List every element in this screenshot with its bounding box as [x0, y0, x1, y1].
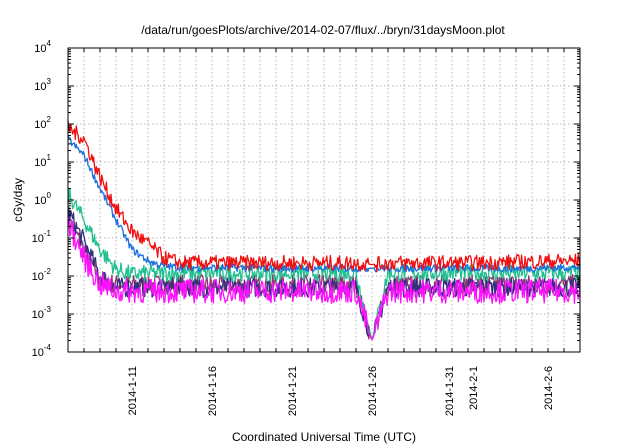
series-line: [67, 217, 581, 340]
y-tick-label: 10-3: [32, 305, 52, 321]
x-tick-label: 2014-1-11: [127, 366, 139, 415]
series-line: [67, 187, 581, 340]
x-tick-label: 2014-1-16: [207, 366, 219, 416]
series-layer: [67, 120, 581, 340]
grid-lines: [68, 48, 580, 352]
x-tick-label: 2014-1-26: [367, 366, 379, 416]
series-line: [67, 135, 581, 273]
y-axis-label: cGy/day: [11, 178, 25, 222]
x-tick-label: 2014-1-21: [287, 366, 299, 416]
x-tick-label: 2014-2-6: [543, 366, 555, 410]
axis-ticks: 10-4 10-3 10-2 10-1 100 101 102 103 104 2014-1-11…: [32, 39, 580, 416]
y-tick-label: 102: [34, 115, 51, 131]
y-tick-label: 10-2: [32, 267, 52, 283]
chart-title: /data/run/goesPlots/archive/2014-02-07/f…: [141, 23, 505, 37]
x-tick-label: 2014-2-1: [468, 366, 480, 410]
y-tick-label: 10-4: [32, 343, 52, 359]
y-tick-label: 104: [34, 39, 51, 55]
series-line: [67, 120, 581, 273]
y-tick-label: 10-1: [32, 229, 52, 245]
x-tick-label: 2014-1-31: [444, 366, 456, 416]
x-axis-label: Coordinated Universal Time (UTC): [232, 430, 416, 444]
y-tick-label: 100: [34, 191, 51, 207]
y-tick-label: 101: [34, 153, 51, 169]
y-tick-label: 103: [34, 77, 51, 93]
